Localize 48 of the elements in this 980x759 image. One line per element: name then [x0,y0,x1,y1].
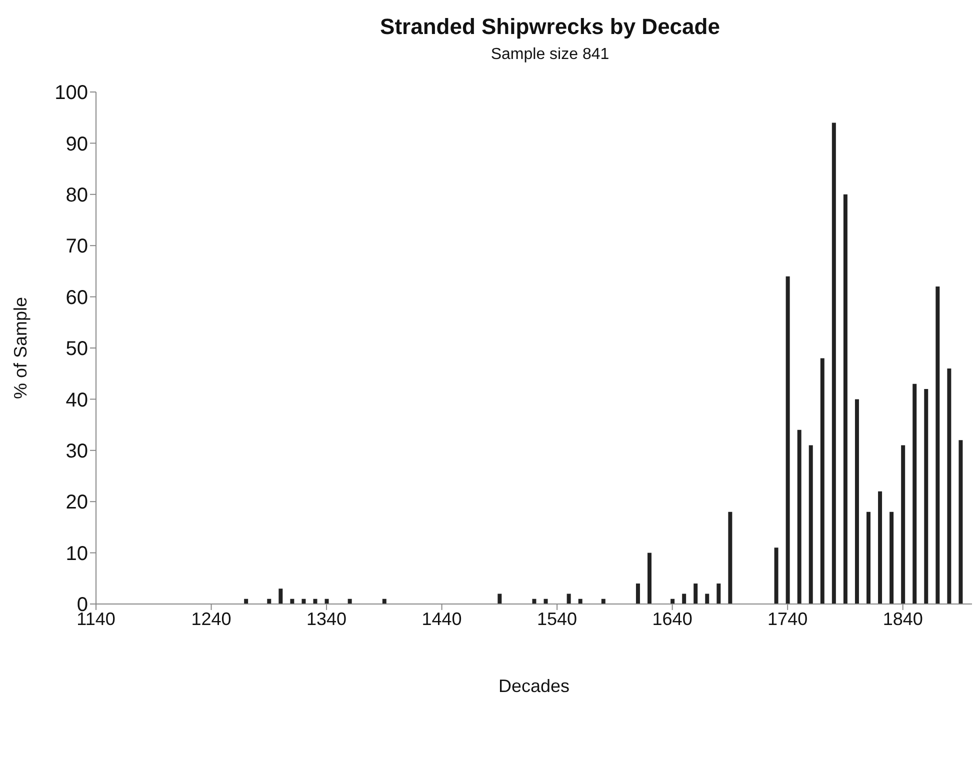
y-tick-label: 80 [66,184,88,206]
bar [958,440,963,604]
y-tick-label: 90 [66,133,88,156]
bar [878,491,882,604]
bar [278,588,283,604]
chart-subtitle: Sample size 841 [490,46,610,64]
y-tick-label: 40 [66,389,88,412]
x-tick-label: 1640 [652,608,692,629]
x-tick-label: 1340 [306,608,347,629]
y-tick-label: 70 [66,236,88,258]
bar [866,512,870,604]
x-tick-label: 1840 [882,608,923,629]
y-tick-label: 20 [66,492,88,514]
bar [786,276,790,604]
bar [924,388,928,604]
bar [682,594,686,604]
y-tick-label: 60 [66,286,88,309]
bar [797,430,802,604]
bar [728,512,732,604]
y-axis-title: % of Sample [10,296,30,400]
bar [947,368,952,604]
bar [936,286,940,604]
bar [901,445,906,604]
bar [636,584,640,604]
x-axis-title: Decades [498,676,570,696]
bar [808,445,813,604]
bar [854,399,859,604]
bar [890,512,894,604]
bar [832,122,836,604]
bar [912,384,917,604]
y-tick-label: 30 [66,440,88,462]
x-tick-label: 1440 [422,608,462,629]
bar [716,584,721,604]
bar [774,548,778,604]
x-tick-label: 1540 [537,608,578,629]
y-tick-label: 10 [66,542,88,565]
y-tick-label: 100 [54,82,88,104]
bar [566,594,571,604]
x-tick-label: 1740 [768,608,808,629]
bar [648,552,652,604]
bar [498,594,502,604]
bar [705,594,710,604]
bar [843,194,848,604]
bar [820,358,824,604]
y-tick-label: 50 [66,338,88,360]
chart-title: Stranded Shipwrecks by Decade [379,14,721,40]
x-tick-label: 1240 [191,608,232,629]
bar [694,584,698,604]
